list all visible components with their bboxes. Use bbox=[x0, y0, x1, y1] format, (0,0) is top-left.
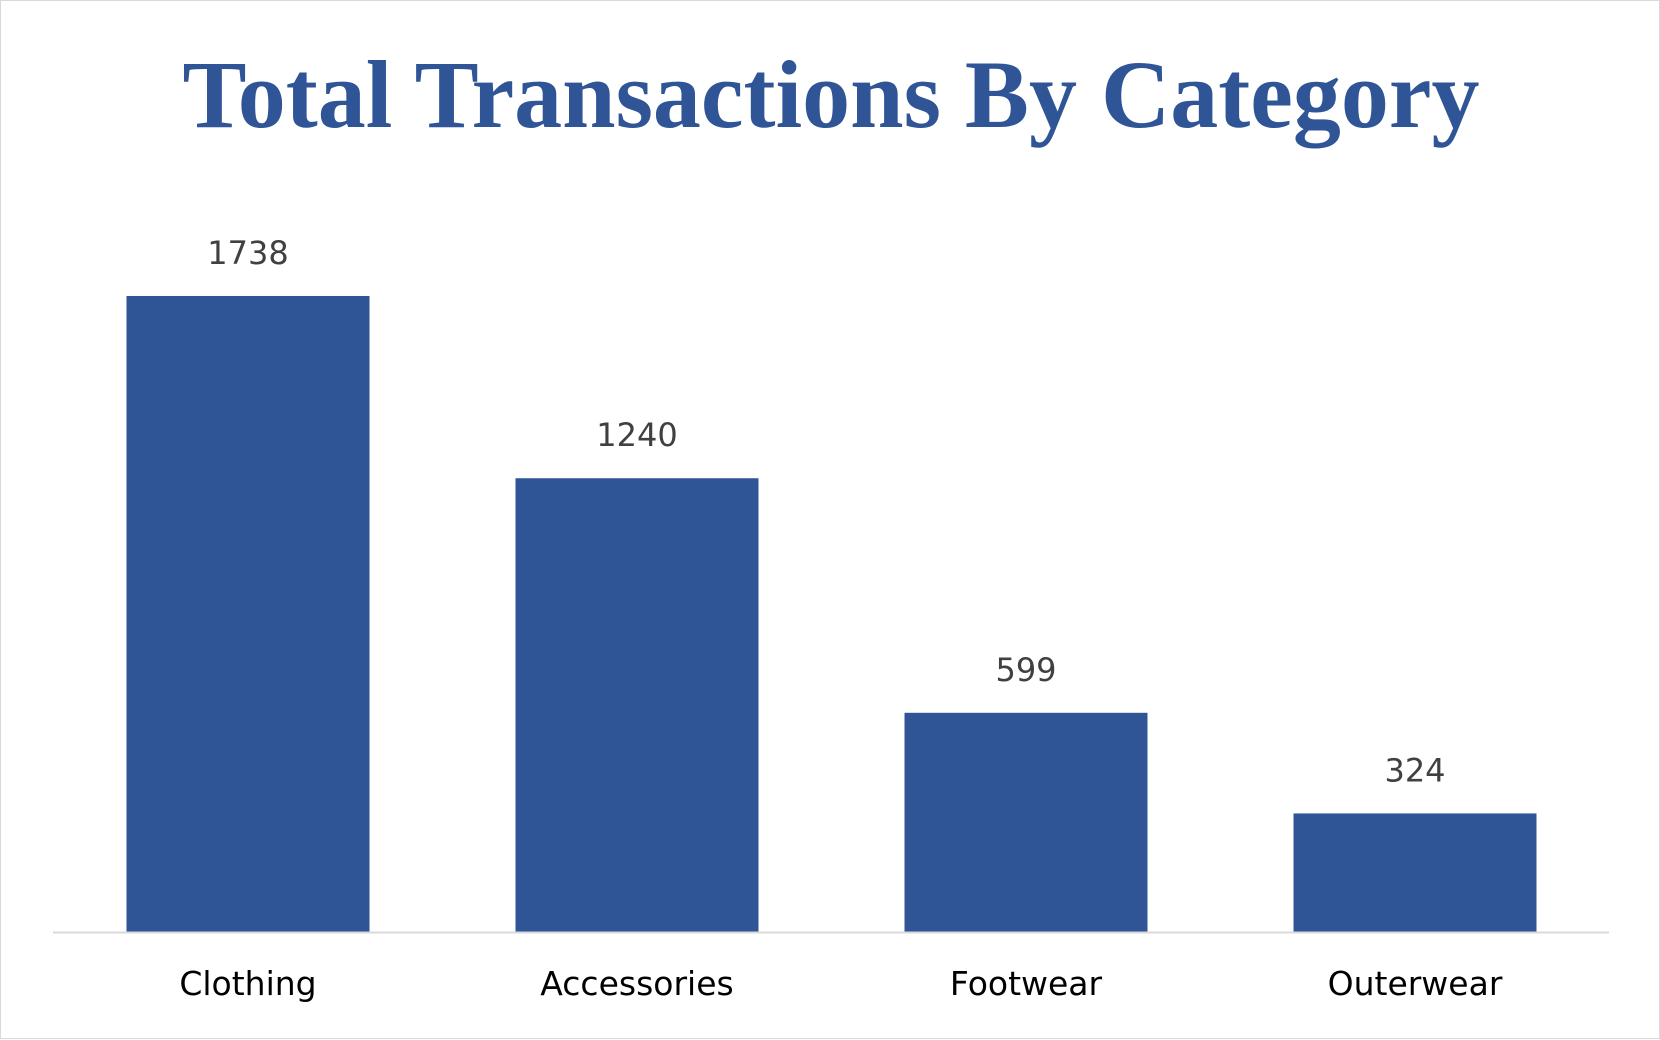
bar-clothing bbox=[126, 296, 370, 932]
chart-title: Total Transactions By Category bbox=[182, 41, 1480, 148]
data-label-footwear: 599 bbox=[995, 651, 1056, 689]
bar-accessories bbox=[515, 478, 759, 932]
x-tick-label-outerwear: Outerwear bbox=[1328, 964, 1503, 1003]
x-tick-label-clothing: Clothing bbox=[179, 964, 316, 1003]
x-tick-label-accessories: Accessories bbox=[540, 964, 733, 1003]
data-label-clothing: 1738 bbox=[207, 234, 288, 272]
bar-footwear bbox=[904, 712, 1148, 932]
data-label-accessories: 1240 bbox=[596, 416, 677, 454]
bar-outerwear bbox=[1293, 813, 1537, 932]
x-tick-label-footwear: Footwear bbox=[950, 964, 1103, 1003]
data-label-outerwear: 324 bbox=[1384, 751, 1445, 789]
